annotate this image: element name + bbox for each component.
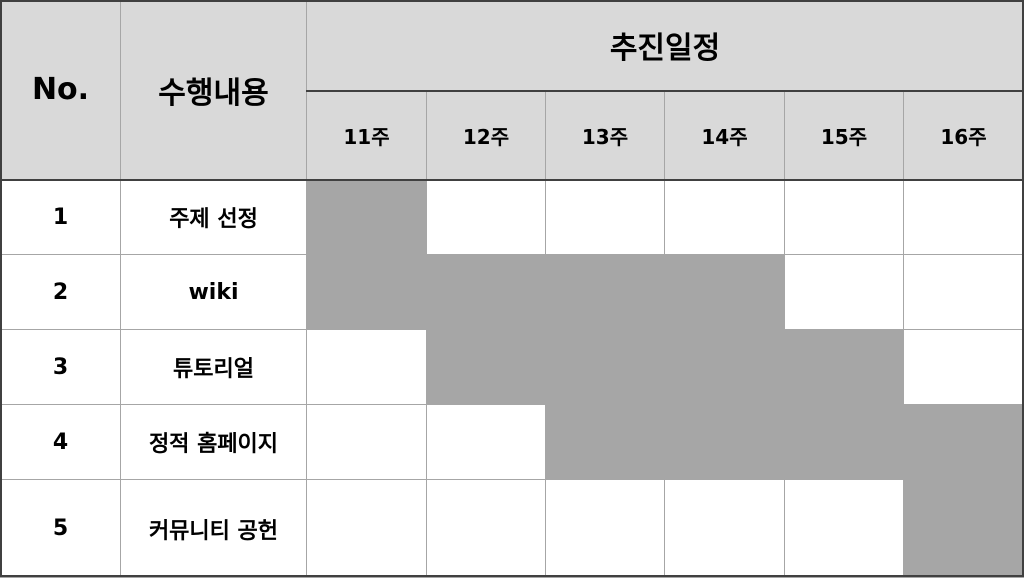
- row-task: 튜토리얼: [120, 329, 307, 405]
- week-cell: [902, 479, 1024, 578]
- week-cell: [784, 254, 904, 330]
- week-cell: [902, 179, 1024, 255]
- week-cell: [545, 479, 665, 578]
- header-week: 16주: [902, 90, 1024, 181]
- row-no: 3: [0, 329, 121, 405]
- header-week: 14주: [664, 90, 785, 181]
- row-no: 5: [0, 479, 121, 578]
- week-cell: [545, 329, 665, 405]
- week-cell: [545, 179, 665, 255]
- header-week: 15주: [784, 90, 904, 181]
- table-row: 1 주제 선정: [0, 179, 1024, 255]
- week-cell: [306, 479, 427, 578]
- header-week: 12주: [426, 90, 546, 181]
- table-row: 2 wiki: [0, 254, 1024, 330]
- week-cell: [784, 404, 904, 480]
- week-cell: [664, 329, 785, 405]
- week-cell: [426, 254, 546, 330]
- week-cell: [545, 404, 665, 480]
- week-cell: [902, 329, 1024, 405]
- week-cell: [306, 404, 427, 480]
- row-task: 주제 선정: [120, 179, 307, 255]
- header-schedule: 추진일정: [305, 0, 1024, 92]
- row-task: 커뮤니티 공헌: [120, 479, 307, 578]
- row-no: 2: [0, 254, 121, 330]
- week-cell: [784, 179, 904, 255]
- schedule-body: 1 주제 선정 2 wiki 3 튜토리얼: [0, 179, 1024, 578]
- table-row: 5 커뮤니티 공헌: [0, 479, 1024, 578]
- header-task: 수행내용: [120, 0, 307, 181]
- header-week: 13주: [545, 90, 665, 181]
- row-task: 정적 홈페이지: [120, 404, 307, 480]
- week-cell: [306, 179, 427, 255]
- week-cell: [426, 329, 546, 405]
- header-no: No.: [0, 0, 121, 181]
- week-cell: [306, 254, 427, 330]
- week-cell: [784, 329, 904, 405]
- row-no: 4: [0, 404, 121, 480]
- row-no: 1: [0, 179, 121, 255]
- week-cell: [306, 329, 427, 405]
- table-row: 3 튜토리얼: [0, 329, 1024, 405]
- week-cell: [902, 404, 1024, 480]
- week-cell: [664, 179, 785, 255]
- week-cell: [664, 404, 785, 480]
- row-task: wiki: [120, 254, 307, 330]
- week-cell: [664, 254, 785, 330]
- header-week: 11주: [306, 90, 427, 181]
- table-row: 4 정적 홈페이지: [0, 404, 1024, 480]
- week-cell: [784, 479, 904, 578]
- week-cell: [426, 404, 546, 480]
- week-cell: [426, 179, 546, 255]
- week-cell: [426, 479, 546, 578]
- week-cell: [664, 479, 785, 578]
- week-cell: [902, 254, 1024, 330]
- week-cell: [545, 254, 665, 330]
